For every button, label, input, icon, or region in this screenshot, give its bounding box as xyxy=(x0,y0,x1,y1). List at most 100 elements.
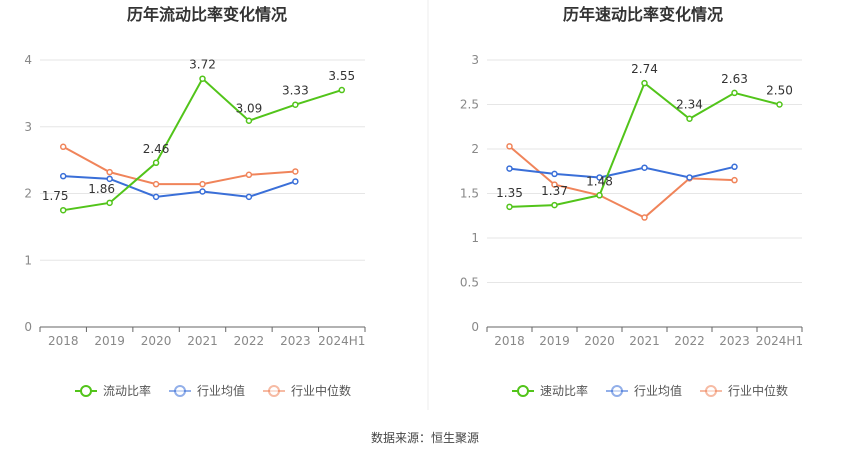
x-tick-label: 2022 xyxy=(234,334,265,348)
data-point xyxy=(641,214,648,221)
data-point xyxy=(731,163,738,171)
legend-item: 行业均值 xyxy=(606,383,682,398)
legend-label: 速动比率 xyxy=(540,383,588,398)
y-tick-label: 1 xyxy=(24,253,32,267)
data-point xyxy=(245,171,253,179)
y-tick-label: 2.5 xyxy=(460,98,479,112)
legend-label: 行业中位数 xyxy=(291,383,351,398)
x-tick-label: 2023 xyxy=(719,334,750,348)
legend-item: 流动比率 xyxy=(75,383,151,398)
data-point xyxy=(292,178,299,185)
data-point xyxy=(106,168,113,176)
legend-marker xyxy=(611,385,623,397)
data-label: 2.50 xyxy=(766,84,793,98)
x-tick-label: 2019 xyxy=(539,334,570,348)
chart-title: 历年速动比率变化情况 xyxy=(563,5,723,24)
data-point xyxy=(686,174,693,181)
data-point xyxy=(338,86,346,94)
data-label: 2.74 xyxy=(631,62,658,76)
data-point xyxy=(551,201,558,209)
chart-title: 历年流动比率变化情况 xyxy=(127,5,287,24)
x-tick-label: 2020 xyxy=(141,334,172,348)
y-tick-label: 4 xyxy=(24,53,32,67)
x-tick-label: 2021 xyxy=(187,334,218,348)
data-label: 2.46 xyxy=(143,142,170,156)
series-line xyxy=(508,145,735,219)
data-label: 1.48 xyxy=(586,174,613,188)
y-tick-label: 1.5 xyxy=(460,187,479,201)
data-point xyxy=(59,143,67,151)
data-point xyxy=(292,168,299,175)
data-point xyxy=(641,164,648,171)
y-tick-label: 3 xyxy=(24,120,32,134)
y-tick-label: 2 xyxy=(24,187,32,201)
data-point xyxy=(776,101,783,108)
legend-marker xyxy=(174,385,186,397)
data-point xyxy=(152,159,160,167)
data-label: 1.37 xyxy=(541,184,568,198)
data-point xyxy=(731,89,738,97)
data-point xyxy=(686,115,693,122)
legend-marker xyxy=(517,385,529,397)
legend-item: 速动比率 xyxy=(512,383,588,398)
x-tick-label: 2018 xyxy=(48,334,79,348)
x-tick-label: 2024H1 xyxy=(756,334,803,348)
data-point xyxy=(292,101,299,108)
y-tick-label: 2 xyxy=(471,142,479,156)
data-point xyxy=(199,180,206,188)
legend-label: 行业均值 xyxy=(634,383,682,398)
chart-2: 历年速动比率变化情况 0 0.5 1 1.5 2 2.5 3 2018 2019 2020 2021 2… xyxy=(460,5,803,398)
data-label: 3.55 xyxy=(328,69,355,83)
legend-label: 行业均值 xyxy=(197,383,245,398)
legend-item: 行业中位数 xyxy=(263,383,351,398)
data-label: 3.33 xyxy=(282,84,309,98)
x-tick-label: 2024H1 xyxy=(318,334,365,348)
data-point xyxy=(551,170,558,178)
data-label: 3.09 xyxy=(236,102,263,116)
data-label: 3.72 xyxy=(189,58,216,72)
x-tick-label: 2019 xyxy=(94,334,125,348)
data-point xyxy=(551,181,558,188)
data-point xyxy=(59,206,67,214)
data-point xyxy=(199,188,206,195)
x-tick-label: 2018 xyxy=(494,334,525,348)
y-tick-label: 0.5 xyxy=(460,276,479,290)
legend-label: 流动比率 xyxy=(103,383,151,398)
data-label: 2.63 xyxy=(721,72,748,86)
data-point xyxy=(596,174,603,181)
legend-label: 行业中位数 xyxy=(728,383,788,398)
series-line xyxy=(62,145,296,186)
data-source: 数据来源：恒生聚源 xyxy=(370,431,479,445)
data-point xyxy=(245,117,253,124)
x-tick-label: 2022 xyxy=(674,334,705,348)
data-label: 1.86 xyxy=(88,182,115,196)
data-point xyxy=(506,165,513,172)
y-tick-label: 0 xyxy=(471,320,479,334)
y-tick-label: 3 xyxy=(471,53,479,67)
data-point xyxy=(199,75,206,82)
data-point xyxy=(506,203,513,211)
data-point xyxy=(596,192,603,199)
data-point xyxy=(106,199,113,207)
data-point xyxy=(152,193,160,201)
legend-item: 行业均值 xyxy=(169,383,245,398)
data-point xyxy=(506,143,513,150)
data-point xyxy=(59,172,67,180)
series-line xyxy=(509,165,735,179)
legend-item: 行业中位数 xyxy=(700,383,788,398)
chart-1: 历年流动比率变化情况 0 1 2 3 4 2018 2019 2020 2021 2022 2023 2… xyxy=(24,5,366,398)
legend-marker xyxy=(705,385,717,397)
data-point xyxy=(731,176,738,184)
y-tick-label: 1 xyxy=(471,231,479,245)
x-tick-label: 2023 xyxy=(280,334,311,348)
data-point xyxy=(245,193,253,201)
legend-marker xyxy=(80,385,92,397)
data-point xyxy=(152,180,160,188)
series-line xyxy=(63,175,296,198)
data-label: 1.35 xyxy=(496,186,523,200)
x-tick-label: 2021 xyxy=(629,334,660,348)
legend-marker xyxy=(268,385,280,397)
data-point xyxy=(106,175,113,183)
data-label: 1.75 xyxy=(42,189,69,203)
